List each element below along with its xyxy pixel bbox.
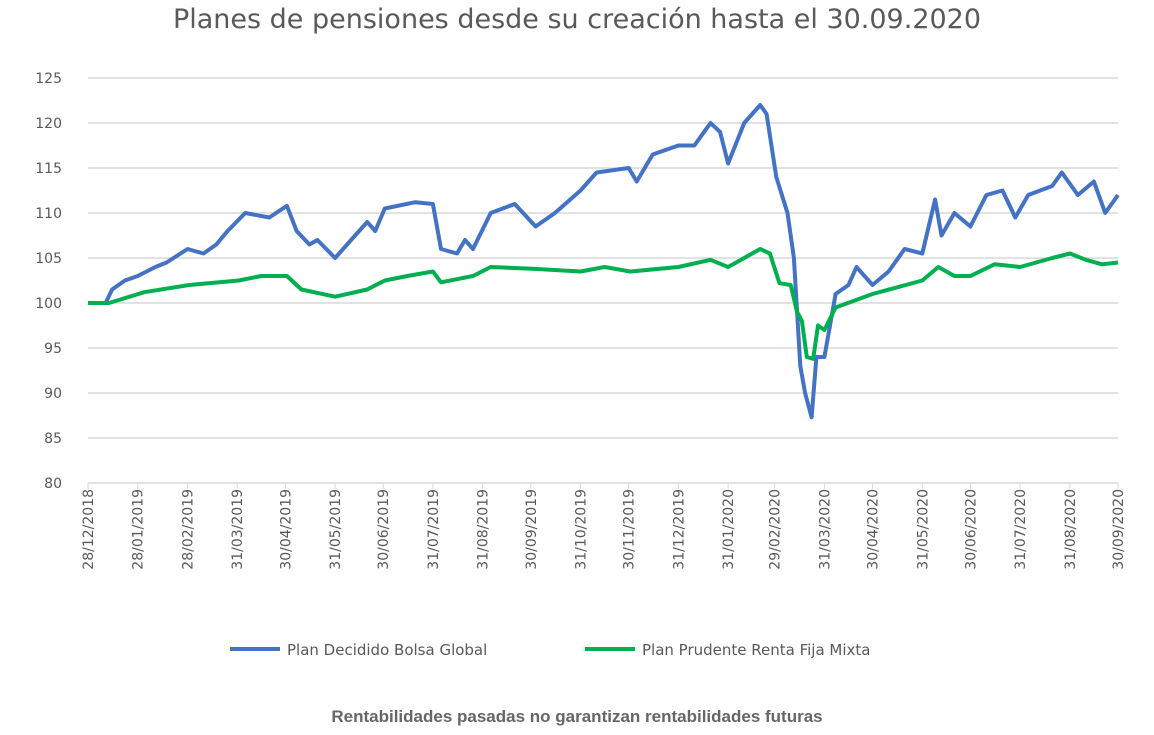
y-tick-label: 90 [44,386,62,402]
x-tick-label: 28/01/2019 [131,489,147,570]
legend-label: Plan Prudente Renta Fija Mixta [642,641,871,659]
x-tick-label: 30/09/2019 [524,489,540,570]
x-tick-label: 31/08/2019 [476,489,492,570]
y-tick-label: 125 [35,71,62,87]
x-tick-label: 31/07/2019 [426,489,442,570]
x-tick-label: 31/12/2019 [671,489,687,570]
x-tick-label: 29/02/2020 [768,489,784,570]
x-tick-label: 30/04/2019 [278,489,294,570]
x-tick-label: 28/12/2018 [81,489,97,570]
y-tick-label: 100 [35,296,62,312]
x-tick-label: 30/04/2020 [866,489,882,570]
x-tick-label: 31/10/2019 [574,489,590,570]
y-tick-label: 110 [35,206,62,222]
x-tick-label: 31/08/2020 [1063,489,1079,570]
series-line-prudente [88,247,1119,361]
line-chart: 80 85 90 95 100 105 110 115 120 125 28/12/2018 28/0… [35,71,1127,659]
y-tick-label: 105 [35,251,62,267]
legend-label: Plan Decidido Bolsa Global [287,641,487,659]
series-line-decidido [88,103,1120,420]
y-tick-label: 120 [35,116,62,132]
x-tick-label: 30/06/2020 [963,489,979,570]
disclaimer-text: Rentabilidades pasadas no garantizan ren… [331,707,823,726]
x-tick-label: 30/11/2019 [622,489,638,570]
y-tick-label: 80 [44,476,62,492]
chart-title: Planes de pensiones desde su creación ha… [172,4,982,35]
x-tick-label: 31/01/2020 [721,489,737,570]
x-tick-label: 31/03/2020 [817,489,833,570]
y-tick-label: 115 [35,161,62,177]
x-tick-label: 30/06/2019 [376,489,392,570]
y-tick-label: 95 [44,341,62,357]
x-tick-label: 31/05/2020 [915,489,931,570]
x-tick-label: 31/07/2020 [1013,489,1029,570]
x-tick-label: 31/05/2019 [328,489,344,570]
y-tick-label: 85 [44,431,62,447]
x-tick-label: 30/09/2020 [1111,489,1127,570]
x-tick-label: 31/03/2019 [230,489,246,570]
x-tick-label: 28/02/2019 [180,489,196,570]
